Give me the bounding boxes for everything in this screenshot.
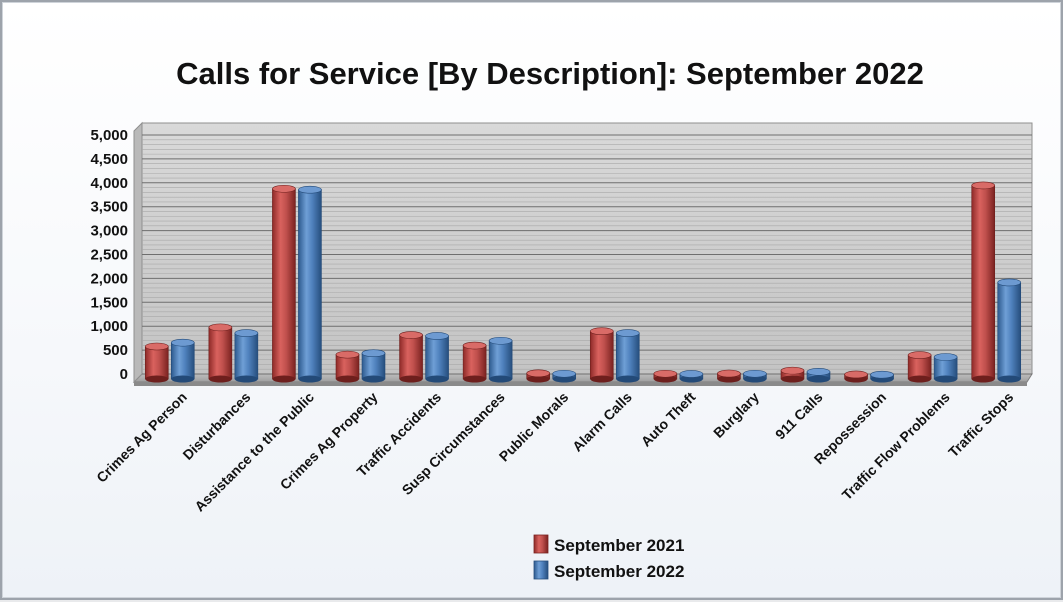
- y-axis-ticks: 0 500 1,000 1,500 2,000 2,500 3,000 3,500 4,000 4…: [90, 127, 128, 383]
- y-tick-label: 5,000: [90, 127, 128, 144]
- x-tick-label-traffic-flow-problems: Traffic Flow Problems: [839, 389, 953, 503]
- bar-traffic-stops-september-2022: [997, 278, 1022, 383]
- x-tick-label-traffic-stops: Traffic Stops: [945, 389, 1016, 460]
- y-tick-label: 2,500: [90, 247, 128, 264]
- y-tick-label: 1,500: [90, 294, 128, 311]
- bar-traffic-flow-problems-september-2021: [907, 351, 932, 383]
- plot-floor: [132, 373, 1033, 383]
- bar-disturbances-september-2021: [208, 323, 233, 383]
- bar-susp-circumstances-september-2021: [462, 341, 487, 383]
- bar-crimes-ag-property-september-2021: [335, 350, 360, 383]
- y-tick-label: 3,000: [90, 223, 128, 240]
- legend-label-september-2022: September 2022: [554, 562, 684, 581]
- bars: [144, 181, 1022, 383]
- y-tick-label: 1,000: [90, 318, 128, 335]
- bar-burglary-september-2021: [717, 369, 741, 383]
- bar-alarm-calls-september-2022: [615, 329, 640, 383]
- bar-911-calls-september-2022: [806, 368, 831, 383]
- bar-repossession-september-2022: [870, 370, 894, 383]
- bar-alarm-calls-september-2021: [589, 327, 614, 383]
- bar-crimes-ag-person-september-2021: [144, 342, 169, 383]
- legend-label-september-2021: September 2021: [554, 536, 684, 555]
- bar-auto-theft-september-2022: [679, 370, 704, 383]
- x-tick-label-auto-theft: Auto Theft: [638, 389, 699, 450]
- x-tick-label-burglary: Burglary: [710, 389, 762, 441]
- x-tick-label-alarm-calls: Alarm Calls: [569, 389, 635, 455]
- bar-traffic-flow-problems-september-2022: [933, 353, 958, 383]
- legend: September 2021 September 2022: [533, 534, 684, 581]
- bar-crimes-ag-property-september-2022: [361, 349, 386, 383]
- bar-auto-theft-september-2021: [653, 369, 678, 383]
- bar-repossession-september-2021: [844, 370, 868, 383]
- legend-swatch-september-2022: [533, 560, 549, 580]
- bar-assistance-to-the-public-september-2022: [298, 185, 322, 383]
- x-tick-label-assistance-to-the-public: Assistance to the Public: [191, 389, 317, 515]
- bar-burglary-september-2022: [743, 369, 767, 383]
- bar-traffic-accidents-september-2021: [399, 331, 423, 383]
- bar-public-morals-september-2021: [526, 369, 551, 383]
- x-tick-label-crimes-ag-person: Crimes Ag Person: [93, 389, 190, 486]
- y-tick-label: 3,500: [90, 199, 128, 216]
- plot-floor-edge: [134, 382, 1027, 386]
- bar-911-calls-september-2021: [780, 366, 805, 383]
- plot-side-wall: [133, 121, 143, 384]
- bar-assistance-to-the-public-september-2021: [272, 184, 296, 383]
- bar-crimes-ag-person-september-2022: [170, 338, 195, 383]
- y-tick-label: 500: [103, 342, 128, 359]
- bar-public-morals-september-2022: [552, 369, 577, 383]
- bar-traffic-accidents-september-2022: [425, 332, 449, 383]
- y-tick-label: 2,000: [90, 270, 128, 287]
- y-tick-label: 4,000: [90, 175, 128, 192]
- x-tick-label-911-calls: 911 Calls: [772, 389, 826, 443]
- y-tick-label: 4,500: [90, 151, 128, 168]
- bar-traffic-stops-september-2021: [971, 181, 996, 383]
- x-tick-label-susp-circumstances: Susp Circumstances: [399, 389, 508, 498]
- bar-disturbances-september-2022: [234, 329, 259, 383]
- bar-susp-circumstances-september-2022: [488, 336, 513, 383]
- legend-swatch-september-2021: [533, 534, 549, 554]
- y-tick-label: 0: [120, 366, 128, 383]
- chart-title: Calls for Service [By Description]: Sept…: [176, 56, 924, 91]
